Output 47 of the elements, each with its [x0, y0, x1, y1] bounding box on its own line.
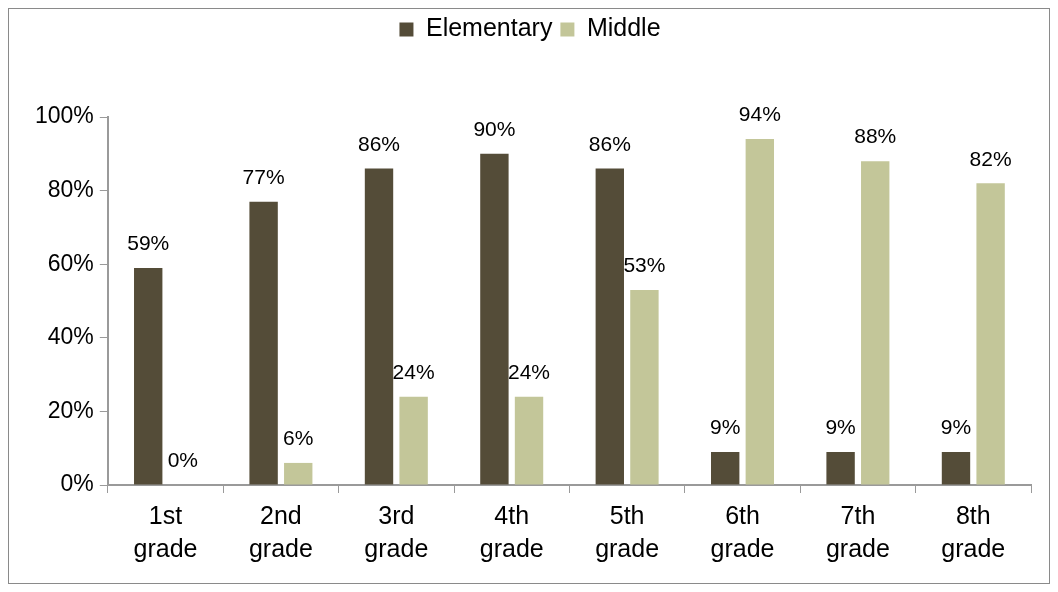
- x-tick-label: 2nd grade: [248, 501, 313, 562]
- x-tick-label: 7th grade: [825, 501, 890, 562]
- y-tick-label: 100%: [35, 102, 94, 129]
- legend-label: Middle: [586, 13, 661, 42]
- data-label: 88%: [854, 124, 897, 148]
- data-label: 24%: [392, 359, 435, 383]
- x-tick-label: 5th grade: [595, 501, 660, 562]
- bar: [941, 451, 971, 485]
- data-label: 0%: [167, 448, 199, 472]
- bar: [249, 201, 278, 485]
- data-label: 82%: [969, 146, 1012, 170]
- bar: [399, 396, 428, 485]
- data-label: 94%: [738, 102, 781, 126]
- bar: [595, 168, 624, 485]
- x-tick-label: 1st grade: [133, 501, 198, 562]
- x-tick-label: 6th grade: [710, 501, 775, 562]
- bar: [364, 168, 394, 485]
- data-label: 9%: [825, 415, 856, 439]
- data-label: 59%: [127, 231, 170, 255]
- x-tick-label: 4th grade: [479, 501, 544, 562]
- data-label: 6%: [283, 426, 314, 450]
- bar: [861, 161, 890, 485]
- bar: [134, 267, 163, 485]
- y-tick-label: 0%: [60, 470, 94, 497]
- data-label: 86%: [588, 131, 631, 155]
- bar: [976, 183, 1005, 485]
- data-label: 86%: [357, 131, 401, 155]
- bar: [826, 451, 855, 485]
- bar: [284, 462, 313, 485]
- legend-label: Elementary: [425, 13, 553, 42]
- data-label: 9%: [940, 415, 972, 439]
- x-tick-label: 3rd grade: [364, 501, 429, 562]
- y-tick-label: 40%: [47, 323, 94, 350]
- data-label: 53%: [623, 253, 666, 277]
- bar: [711, 451, 740, 485]
- y-tick-label: 80%: [47, 175, 94, 202]
- x-tick-label: 8th grade: [941, 501, 1006, 562]
- data-label: 9%: [710, 415, 741, 439]
- y-tick-label: 20%: [47, 396, 94, 423]
- bar: [745, 139, 775, 485]
- bar: [480, 153, 509, 485]
- y-tick-label: 60%: [47, 249, 94, 276]
- bar: [630, 289, 659, 485]
- data-label: 90%: [473, 117, 516, 141]
- data-label: 77%: [242, 164, 285, 188]
- bar: [514, 396, 544, 485]
- data-label: 24%: [508, 359, 551, 383]
